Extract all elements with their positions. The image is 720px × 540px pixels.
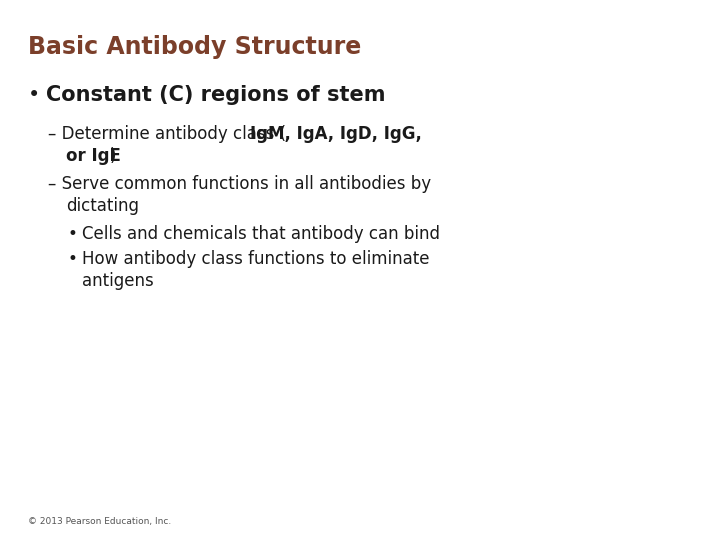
Text: Constant (C) regions of stem: Constant (C) regions of stem [46, 85, 385, 105]
Text: Cells and chemicals that antibody can bind: Cells and chemicals that antibody can bi… [82, 225, 440, 243]
Text: IgM, IgA, IgD, IgG,: IgM, IgA, IgD, IgG, [250, 125, 421, 143]
Text: dictating: dictating [66, 197, 139, 215]
Text: ): ) [109, 147, 116, 165]
Text: •: • [28, 85, 40, 105]
Text: Basic Antibody Structure: Basic Antibody Structure [28, 35, 361, 59]
Text: © 2013 Pearson Education, Inc.: © 2013 Pearson Education, Inc. [28, 517, 171, 526]
Text: or IgE: or IgE [66, 147, 121, 165]
Text: How antibody class functions to eliminate: How antibody class functions to eliminat… [82, 250, 430, 268]
Text: – Serve common functions in all antibodies by: – Serve common functions in all antibodi… [48, 175, 431, 193]
Text: •: • [68, 225, 78, 243]
Text: – Determine antibody class (: – Determine antibody class ( [48, 125, 286, 143]
Text: antigens: antigens [82, 272, 154, 290]
Text: •: • [68, 250, 78, 268]
